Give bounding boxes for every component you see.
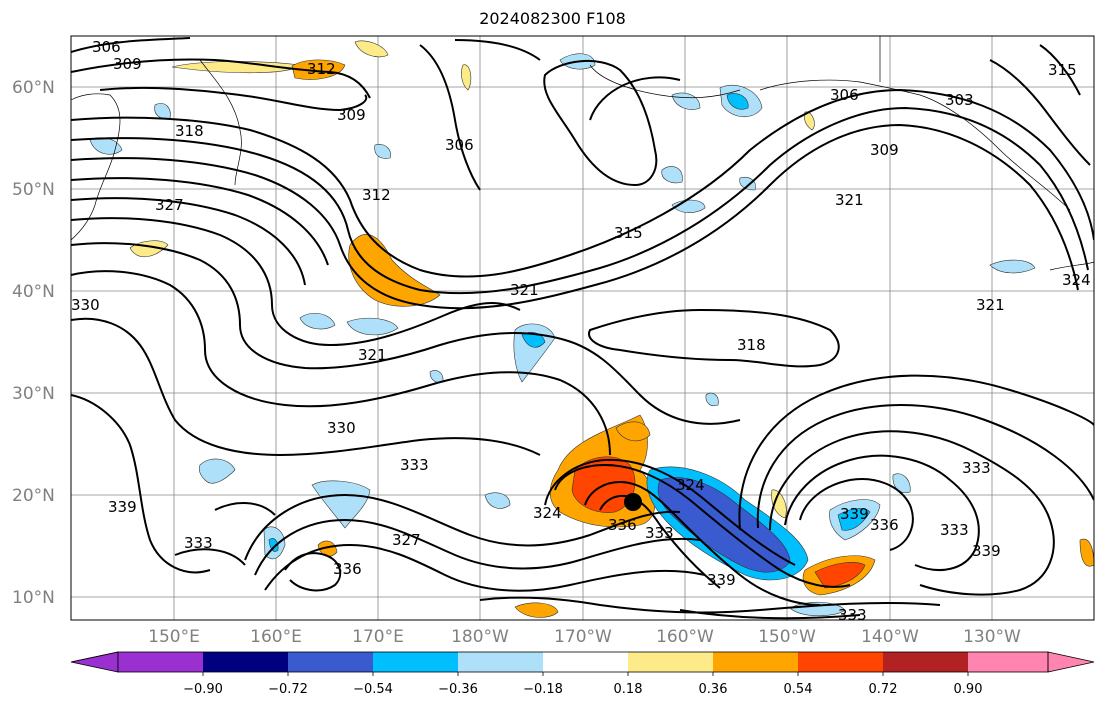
colorbar-tick: 0.72 (869, 682, 898, 697)
colorbar-segment (543, 652, 628, 672)
lon-label: 170°W (554, 627, 612, 647)
colorbar-tick: −0.90 (183, 682, 223, 697)
colorbar-segment (883, 652, 968, 672)
contour-label: 306 (92, 38, 121, 56)
colorbar-segment (458, 652, 543, 672)
lon-label: 130°W (963, 627, 1021, 647)
map-border (70, 35, 1095, 621)
contour-label: 333 (400, 456, 429, 474)
lon-label: 150°E (148, 627, 200, 647)
colorbar-segment (628, 652, 713, 672)
lat-label: 10°N (12, 588, 55, 608)
longitude-labels: 150°E 160°E 170°E 180°W 170°W 160°W 150°… (148, 627, 1021, 647)
contour-label: 315 (614, 224, 643, 242)
lon-label: 180°W (451, 627, 509, 647)
colorbar-segment (373, 652, 458, 672)
colorbar-tick: −0.72 (268, 682, 308, 697)
coastlines (71, 36, 1094, 271)
contour-label: 318 (175, 122, 204, 140)
contour-label: 327 (155, 196, 184, 214)
contour-label: 324 (676, 476, 705, 494)
latitude-labels: 60°N 50°N 40°N 30°N 20°N 10°N (12, 78, 55, 608)
contour-label: 330 (327, 419, 356, 437)
lat-label: 50°N (12, 180, 55, 200)
contour-labels: 306 309 312 309 318 327 312 306 315 321 … (71, 38, 1091, 624)
contour-label: 333 (645, 524, 674, 542)
contour-label: 333 (184, 534, 213, 552)
colorbar-tick: −0.18 (523, 682, 563, 697)
gridlines (71, 36, 1094, 620)
colorbar-segment (713, 652, 798, 672)
contour-label: 306 (830, 86, 859, 104)
contour-label: 321 (358, 346, 387, 364)
colorbar-tick: 0.54 (784, 682, 813, 697)
contour-label: 312 (362, 186, 391, 204)
lon-label: 160°W (656, 627, 714, 647)
contour-label: 327 (392, 531, 421, 549)
contour-label: 321 (835, 191, 864, 209)
colorbar-extend-high (1047, 651, 1095, 673)
contour-label: 309 (870, 141, 899, 159)
lon-label: 150°W (758, 627, 816, 647)
lat-label: 20°N (12, 486, 55, 506)
lat-label: 30°N (12, 384, 55, 404)
contour-label: 324 (1062, 271, 1091, 289)
lat-label: 40°N (12, 282, 55, 302)
contour-label: 321 (976, 296, 1005, 314)
contour-label: 339 (972, 542, 1001, 560)
lat-label: 60°N (12, 78, 55, 98)
contour-label: 330 (71, 296, 100, 314)
contour-label: 318 (737, 336, 766, 354)
colorbar-tick: 0.36 (699, 682, 728, 697)
contour-label: 309 (337, 106, 366, 124)
colorbar-extend-low (70, 651, 119, 673)
colorbar-segment (288, 652, 373, 672)
colorbar-tick: 0.90 (954, 682, 983, 697)
colorbar-segment (203, 652, 288, 672)
height-contours (71, 37, 1094, 620)
contour-label: 321 (510, 281, 539, 299)
map-panel (71, 36, 1094, 620)
contour-label: 309 (113, 55, 142, 73)
colorbar-tick: −0.36 (438, 682, 478, 697)
contour-label: 336 (608, 516, 637, 534)
map-title: 2024082300 F108 (479, 9, 626, 28)
contour-label: 336 (333, 560, 362, 578)
colorbar-segment (968, 652, 1048, 672)
contour-label: 339 (840, 505, 869, 523)
contour-label: 333 (838, 606, 867, 624)
contour-label: 315 (1048, 61, 1077, 79)
contour-label: 333 (940, 521, 969, 539)
contour-label: 306 (445, 136, 474, 154)
contour-label: 339 (707, 571, 736, 589)
contour-label: 303 (945, 91, 974, 109)
colorbar-segment (118, 652, 203, 672)
storm-center-marker (624, 493, 642, 511)
colorbar-tick: 0.18 (614, 682, 643, 697)
contour-label: 336 (870, 516, 899, 534)
contour-label: 333 (962, 459, 991, 477)
contour-label: 339 (108, 498, 137, 516)
contour-label: 324 (533, 504, 562, 522)
colorbar: −0.90 −0.72 −0.54 −0.36 −0.18 0.18 0.36 … (70, 651, 1095, 697)
lon-label: 170°E (352, 627, 404, 647)
colorbar-tick: −0.54 (353, 682, 393, 697)
lon-label: 140°W (861, 627, 919, 647)
colorbar-segment (798, 652, 883, 672)
lon-label: 160°E (250, 627, 302, 647)
contour-label: 312 (307, 60, 336, 78)
